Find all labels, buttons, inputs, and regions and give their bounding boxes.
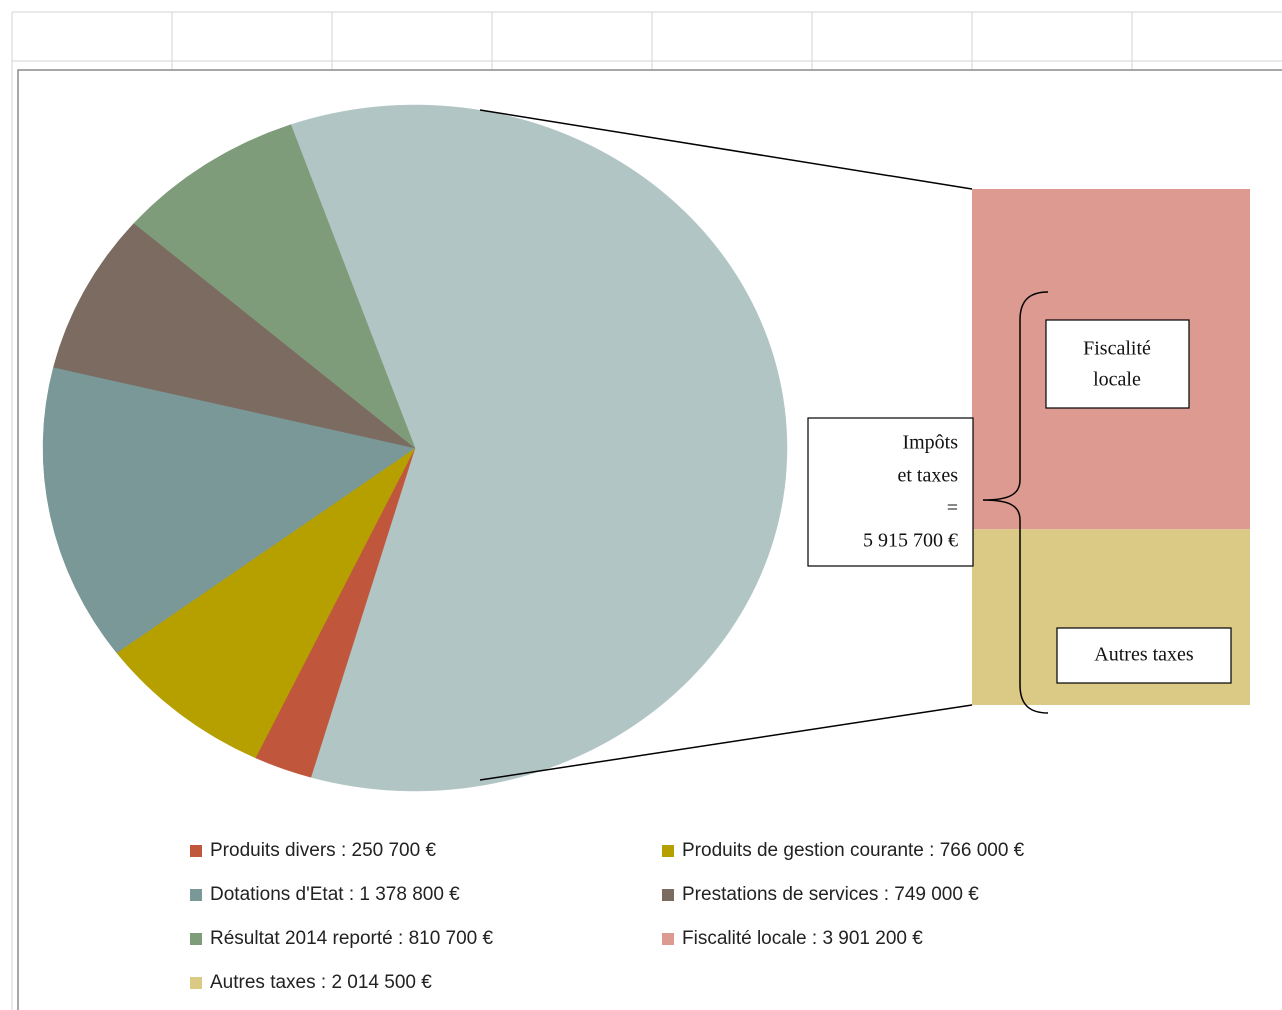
legend-swatch bbox=[190, 933, 202, 945]
connector-line bbox=[479, 704, 973, 781]
legend-swatch bbox=[662, 933, 674, 945]
legend-swatch bbox=[190, 845, 202, 857]
texts: Impôts et taxes = 5 915 700 € Fiscalité local… bbox=[190, 338, 1194, 993]
pie-slice bbox=[116, 447, 416, 759]
label-box bbox=[1045, 319, 1190, 409]
annotation-text: 5 915 700 € bbox=[863, 530, 958, 552]
pie-slice bbox=[290, 104, 788, 792]
pie-slice bbox=[53, 222, 416, 449]
bar-label: Fiscalité bbox=[1083, 338, 1151, 360]
legend-label: Produits divers : 250 700 € bbox=[210, 840, 436, 861]
legend-swatch bbox=[190, 889, 202, 901]
annotation-box bbox=[807, 417, 974, 567]
annotation-text: = bbox=[947, 497, 958, 519]
legend-label: Fiscalité locale : 3 901 200 € bbox=[682, 928, 923, 949]
pie-slice bbox=[42, 366, 416, 654]
annotation-text: et taxes bbox=[897, 464, 958, 486]
legend-label: Autres taxes : 2 014 500 € bbox=[210, 972, 432, 993]
legend-label: Prestations de services : 749 000 € bbox=[682, 884, 979, 905]
legend-swatch bbox=[662, 845, 674, 857]
plot bbox=[42, 104, 1250, 792]
connector-line bbox=[479, 109, 973, 190]
sheet-grid bbox=[11, 11, 1282, 1010]
label-box bbox=[1056, 627, 1232, 684]
legend-swatch bbox=[190, 977, 202, 989]
legend-label: Résultat 2014 reporté : 810 700 € bbox=[210, 928, 494, 949]
legend-label: Produits de gestion courante : 766 000 € bbox=[682, 840, 1025, 861]
pie-slice bbox=[133, 124, 416, 449]
legend-label: Dotations d'Etat : 1 378 800 € bbox=[210, 884, 460, 905]
legend-swatch bbox=[662, 889, 674, 901]
bar-label: locale bbox=[1093, 369, 1141, 391]
brace bbox=[982, 291, 1049, 714]
annotation-text: Impôts bbox=[902, 432, 958, 454]
bar-label: Autres taxes bbox=[1094, 644, 1194, 666]
